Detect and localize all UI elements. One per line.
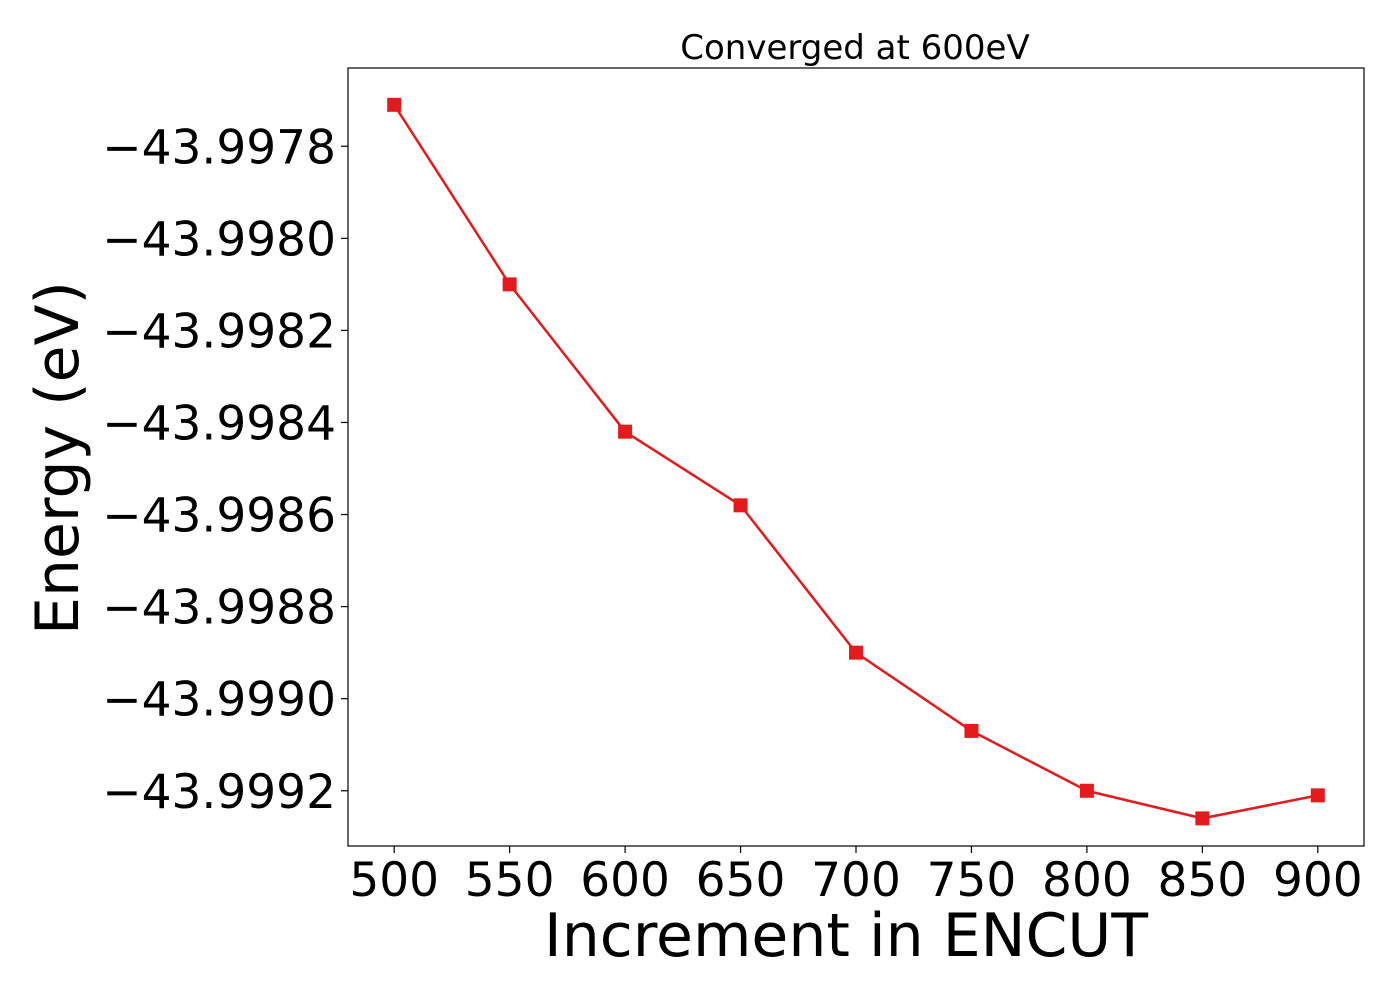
x-tick-label: 800 bbox=[1042, 853, 1132, 908]
data-point-marker bbox=[733, 498, 748, 513]
x-tick-label: 650 bbox=[696, 853, 786, 908]
x-tick-label: 550 bbox=[465, 853, 555, 908]
y-tick-label: −43.9980 bbox=[102, 212, 336, 267]
y-axis: −43.9978 −43.9980 −43.9982 −43.9984 −43.9986… bbox=[102, 120, 348, 820]
data-point-marker bbox=[1195, 811, 1210, 826]
x-tick-label: 500 bbox=[349, 853, 439, 908]
y-tick-label: −43.9978 bbox=[102, 120, 336, 175]
data-point-marker bbox=[618, 424, 633, 439]
x-tick-label: 850 bbox=[1158, 853, 1248, 908]
chart-title: Converged at 600eV bbox=[680, 28, 1029, 68]
data-point-marker bbox=[1079, 783, 1094, 798]
x-tick-label: 700 bbox=[811, 853, 901, 908]
y-tick-label: −43.9982 bbox=[102, 304, 336, 359]
x-tick-label: 900 bbox=[1273, 853, 1363, 908]
data-point-marker bbox=[502, 277, 517, 292]
plot-area-frame bbox=[347, 67, 1365, 847]
data-point-marker bbox=[849, 645, 863, 660]
y-tick-label: −43.9988 bbox=[102, 581, 336, 636]
x-tick-label: 750 bbox=[927, 853, 1017, 908]
y-tick-label: −43.9986 bbox=[102, 489, 336, 544]
data-point-marker bbox=[1310, 788, 1325, 803]
data-point-marker bbox=[964, 723, 979, 738]
x-tick-label: 600 bbox=[580, 853, 670, 908]
y-axis-label: Energy (eV) bbox=[23, 281, 93, 635]
y-tick-label: −43.9992 bbox=[102, 765, 336, 820]
y-tick-label: −43.9990 bbox=[102, 673, 336, 728]
x-axis: 500 550 600 650 700 750 800 850 900 bbox=[349, 846, 1363, 908]
series-layer bbox=[387, 97, 1325, 826]
data-point-marker bbox=[387, 97, 402, 112]
y-tick-label: −43.9984 bbox=[102, 396, 336, 451]
x-axis-label: Increment in ENCUT bbox=[544, 901, 1148, 971]
series-line bbox=[393, 104, 1319, 820]
